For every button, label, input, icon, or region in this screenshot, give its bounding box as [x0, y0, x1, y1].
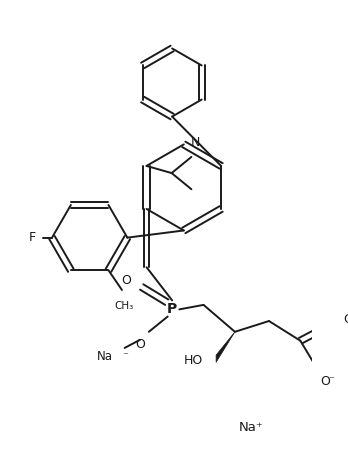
Text: Na⁺: Na⁺	[239, 421, 263, 434]
Text: O: O	[135, 338, 145, 351]
Text: ⁻: ⁻	[122, 351, 128, 361]
Text: N: N	[191, 136, 200, 149]
Polygon shape	[216, 332, 235, 362]
Text: P: P	[167, 303, 177, 317]
Text: F: F	[29, 231, 36, 244]
Text: ⁻: ⁻	[328, 375, 334, 385]
Text: O: O	[343, 313, 348, 326]
Text: O: O	[320, 375, 330, 388]
Text: O: O	[121, 274, 131, 287]
Text: CH₃: CH₃	[114, 301, 133, 311]
Text: HO: HO	[183, 354, 203, 367]
Text: Na: Na	[97, 349, 113, 363]
